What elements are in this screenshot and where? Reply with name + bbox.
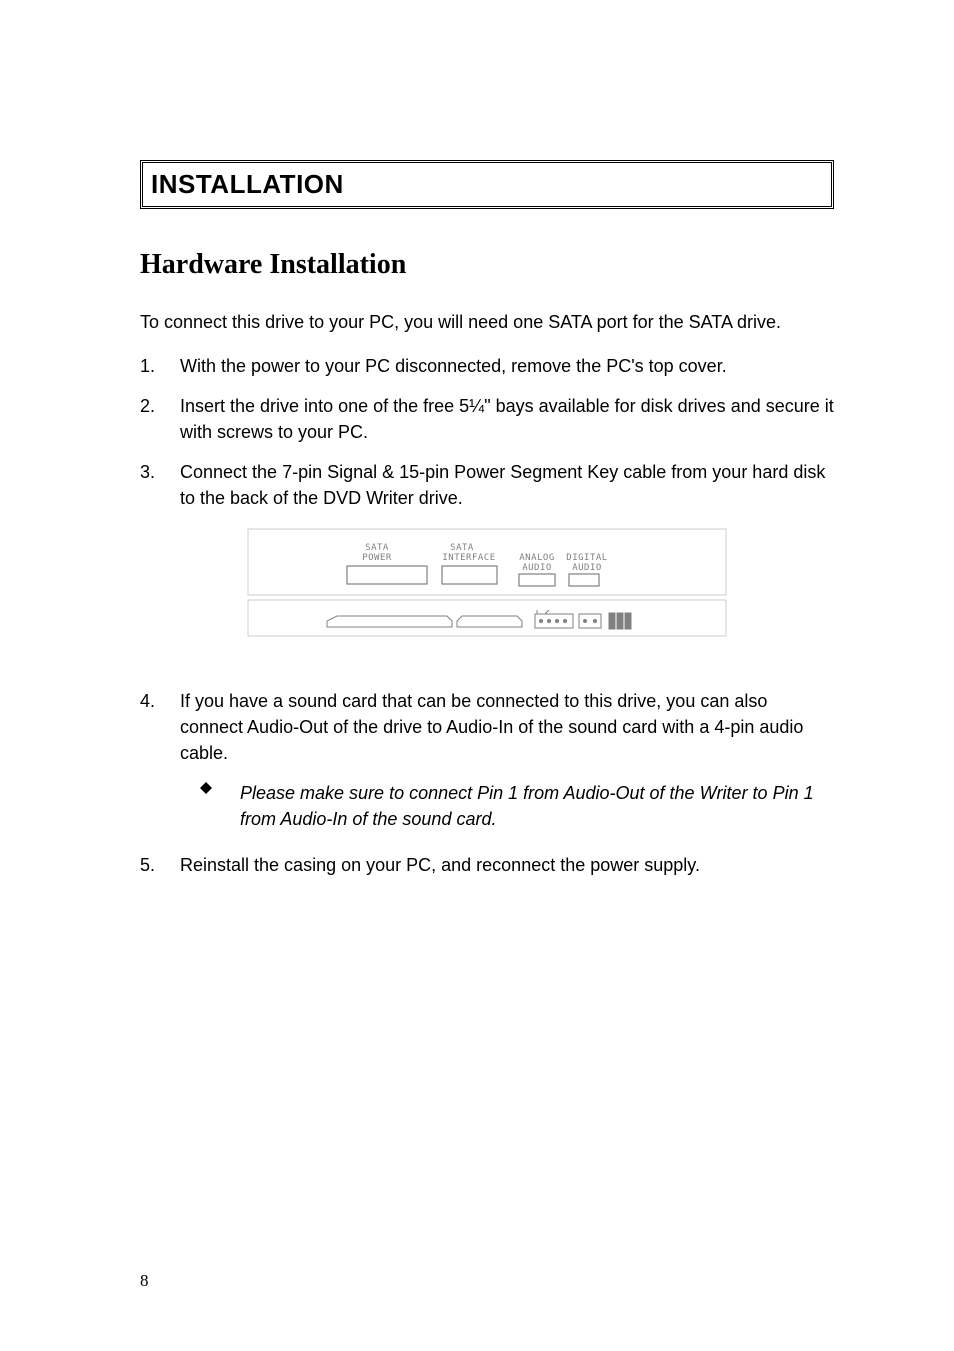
label-sata-int-2: INTERFACE [442, 553, 495, 563]
step-4: 4. If you have a sound card that can be … [140, 688, 834, 838]
subsection-title: Hardware Installation [140, 249, 834, 281]
intro-text: To connect this drive to your PC, you wi… [140, 309, 834, 335]
label-sata-power-2: POWER [362, 553, 392, 563]
analog-audio-connector [519, 574, 555, 586]
sata-interface-slot [457, 616, 522, 627]
step-3: 3. Connect the 7-pin Signal & 15-pin Pow… [140, 459, 834, 511]
page-number: 8 [140, 1271, 149, 1291]
step-4-text: If you have a sound card that can be con… [180, 688, 834, 766]
back-panel-diagram: SATA POWER SATA INTERFACE ANALOG AUDIO D… [247, 528, 727, 638]
label-sata-power-1: SATA [365, 543, 389, 553]
label-digital-2: AUDIO [572, 563, 602, 573]
step-5-number: 5. [140, 852, 180, 878]
section-title: INSTALLATION [151, 169, 823, 200]
step-4-number: 4. [140, 688, 180, 838]
step-3-number: 3. [140, 459, 180, 511]
label-analog-2: AUDIO [522, 563, 552, 573]
step-1-text: With the power to your PC disconnected, … [180, 353, 834, 379]
step-5: 5. Reinstall the casing on your PC, and … [140, 852, 834, 878]
label-analog-1: ANALOG [519, 553, 555, 563]
step-3-text: Connect the 7-pin Signal & 15-pin Power … [180, 459, 834, 511]
step-4-sub-bullet: Please make sure to connect Pin 1 from A… [180, 780, 834, 832]
label-digital-1: DIGITAL [566, 553, 607, 563]
digital-audio-connector [569, 574, 599, 586]
sata-interface-connector [442, 566, 497, 584]
jumper-block [609, 613, 631, 629]
step-2: 2. Insert the drive into one of the free… [140, 393, 834, 445]
step-5-text: Reinstall the casing on your PC, and rec… [180, 852, 834, 878]
digital-audio-slot [579, 614, 601, 628]
step-2-text: Insert the drive into one of the free 5¼… [180, 393, 834, 445]
section-title-box: INSTALLATION [140, 160, 834, 209]
sata-power-slot [327, 616, 452, 627]
step-1: 1. With the power to your PC disconnecte… [140, 353, 834, 379]
label-sata-int-1: SATA [450, 543, 474, 553]
step-1-number: 1. [140, 353, 180, 379]
step-2-number: 2. [140, 393, 180, 445]
diamond-bullet-icon [200, 780, 240, 832]
sata-power-connector [347, 566, 427, 584]
step-4-sub-text: Please make sure to connect Pin 1 from A… [240, 780, 834, 832]
